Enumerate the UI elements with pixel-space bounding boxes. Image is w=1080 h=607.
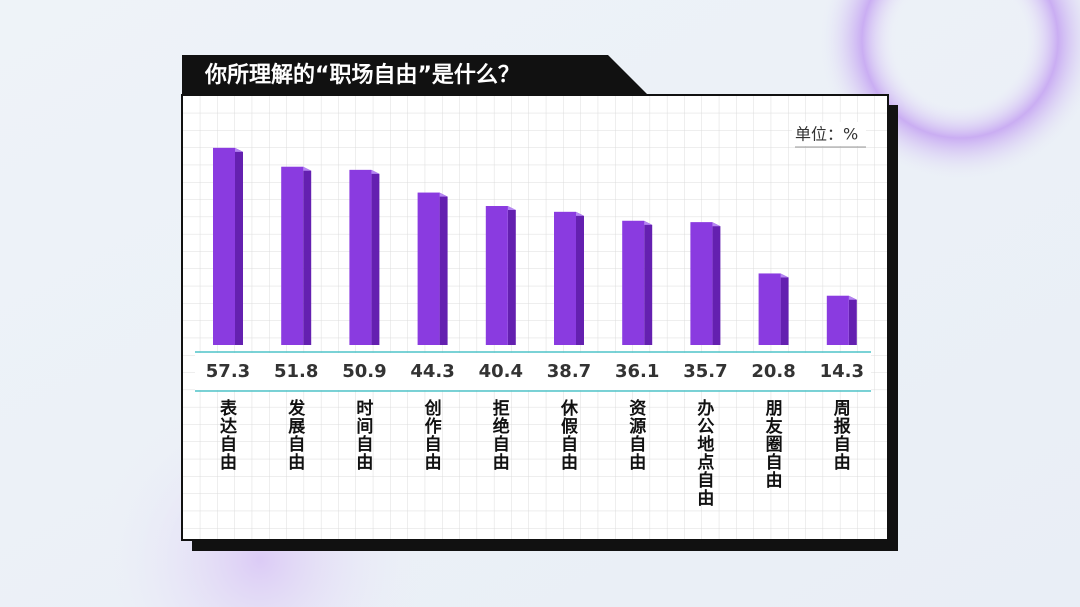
bar-side xyxy=(371,169,380,345)
value-label: 38.7 xyxy=(547,361,591,382)
bar-side xyxy=(644,220,653,345)
bar xyxy=(485,206,508,345)
category-label: 创作自由 xyxy=(421,398,443,471)
bar-side xyxy=(576,211,584,345)
bar-side xyxy=(303,166,312,345)
category-label: 资源自由 xyxy=(625,398,646,471)
bar xyxy=(690,222,713,345)
bar xyxy=(349,169,372,345)
category-label: 办公地点自由 xyxy=(693,398,714,507)
category-label: 休假自由 xyxy=(557,398,579,471)
value-label: 57.3 xyxy=(206,361,250,382)
bar-side xyxy=(780,273,789,345)
bar xyxy=(622,220,645,345)
value-label: 44.3 xyxy=(410,361,454,382)
category-label: 拒绝自由 xyxy=(489,398,510,471)
bar-side xyxy=(712,222,721,345)
value-label: 50.9 xyxy=(342,361,386,382)
bar-side xyxy=(848,295,857,345)
value-label: 36.1 xyxy=(615,361,659,382)
value-label: 51.8 xyxy=(274,361,318,382)
category-label: 表达自由 xyxy=(216,398,237,471)
value-label: 40.4 xyxy=(479,361,523,382)
unit-bg xyxy=(792,122,866,146)
value-label: 14.3 xyxy=(820,361,864,382)
unit-label: 单位：% xyxy=(795,125,858,144)
bar-side xyxy=(507,206,516,345)
bar xyxy=(758,273,781,345)
category-label: 时间自由 xyxy=(352,399,372,471)
bar xyxy=(213,147,235,345)
category-label: 周报自由 xyxy=(830,399,851,471)
value-band xyxy=(195,353,871,390)
bar xyxy=(554,211,576,345)
category-label: 发展自由 xyxy=(284,398,306,471)
bar xyxy=(826,295,849,345)
value-label: 20.8 xyxy=(751,361,795,382)
bar-side xyxy=(235,147,243,345)
chart-title: 你所理解的“职场自由”是什么？ xyxy=(204,62,520,88)
bar xyxy=(281,166,304,345)
title-tab xyxy=(182,55,648,95)
bar xyxy=(417,192,440,345)
bar-side xyxy=(439,192,448,345)
category-label: 朋友圈自由 xyxy=(762,399,783,489)
value-label: 35.7 xyxy=(683,361,727,382)
